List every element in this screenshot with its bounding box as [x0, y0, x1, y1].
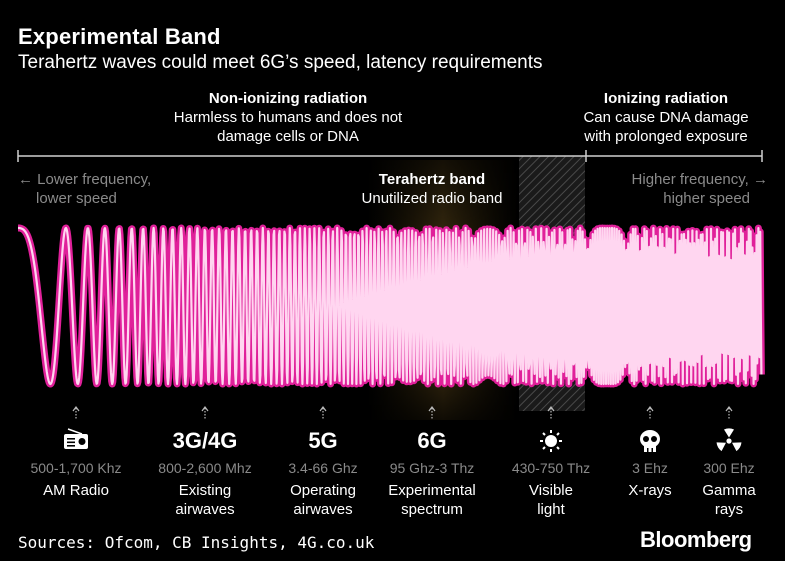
- lower-line2: lower speed: [36, 190, 117, 207]
- name-gamma-rays: Gamma rays: [702, 482, 756, 518]
- pointer-arrow-head: [319, 406, 327, 412]
- name-visible-light: Visible light: [529, 482, 573, 518]
- name-3g4g: Existing airwaves: [175, 482, 235, 518]
- band-label-3g4g: 3G/4G: [172, 428, 238, 453]
- radiation-icon: [716, 428, 742, 452]
- terahertz-heading: Terahertz band: [378, 171, 486, 188]
- skull-icon: [640, 430, 660, 452]
- brand-logo: Bloomberg: [640, 527, 752, 552]
- range-bracket: [17, 150, 763, 162]
- freq-6g: 95 Ghz-3 Thz: [389, 460, 475, 476]
- name-am-radio: AM Radio: [43, 482, 109, 499]
- pointer-arrows: [72, 406, 733, 420]
- name-6g: Experimental spectrum: [388, 482, 476, 518]
- nonionizing-block: Non-ionizing radiation Harmless to human…: [138, 89, 438, 146]
- arrow-right-icon: →: [753, 171, 768, 188]
- pointer-arrow-head: [72, 406, 80, 412]
- higher-frequency-note: Higher frequency, → higher speed: [596, 170, 768, 208]
- radio-icon: [64, 428, 88, 449]
- pointer-arrow-head: [201, 406, 209, 412]
- pointer-arrow-head: [646, 406, 654, 412]
- ionizing-heading: Ionizing radiation: [603, 90, 729, 107]
- freq-gamma-rays: 300 Ehz: [703, 460, 755, 476]
- band-label-5g: 5G: [308, 428, 338, 453]
- sun-icon: [540, 430, 562, 452]
- lower-line1: Lower frequency,: [37, 171, 152, 188]
- freq-visible-light: 430-750 Thz: [511, 460, 591, 476]
- nonionizing-line1: Harmless to humans and does not: [173, 109, 403, 126]
- wave-line-core: [17, 226, 763, 386]
- nonionizing-heading: Non-ionizing radiation: [208, 90, 368, 107]
- higher-line2: higher speed: [663, 190, 750, 207]
- pointer-arrow-head: [725, 406, 733, 412]
- lower-frequency-note: ← Lower frequency, lower speed: [18, 170, 151, 208]
- higher-line1: Higher frequency,: [631, 171, 749, 188]
- name-5g: Operating airwaves: [290, 482, 356, 518]
- page-title: Experimental Band: [18, 24, 221, 49]
- ionizing-line2: with prolonged exposure: [584, 128, 748, 145]
- pointer-arrow-head: [547, 406, 555, 412]
- freq-am-radio: 500-1,700 Khz: [30, 460, 122, 476]
- sources-note: Sources: Ofcom, CB Insights, 4G.co.uk: [18, 533, 375, 552]
- band-label-6g: 6G: [417, 428, 447, 453]
- pointer-arrow-head: [428, 406, 436, 412]
- nonionizing-line2: damage cells or DNA: [217, 128, 359, 145]
- name-x-rays: X-rays: [628, 482, 672, 499]
- arrow-left-icon: ←: [18, 171, 33, 188]
- page-subtitle: Terahertz waves could meet 6G’s speed, l…: [18, 52, 543, 73]
- terahertz-line1: Unutilized radio band: [361, 190, 503, 207]
- terahertz-block: Terahertz band Unutilized radio band: [342, 170, 522, 208]
- ionizing-line1: Can cause DNA damage: [583, 109, 749, 126]
- freq-5g: 3.4-66 Ghz: [288, 460, 358, 476]
- freq-x-rays: 3 Ehz: [632, 460, 668, 476]
- freq-3g4g: 800-2,600 Mhz: [158, 460, 252, 476]
- ionizing-block: Ionizing radiation Can cause DNA damage …: [556, 89, 776, 146]
